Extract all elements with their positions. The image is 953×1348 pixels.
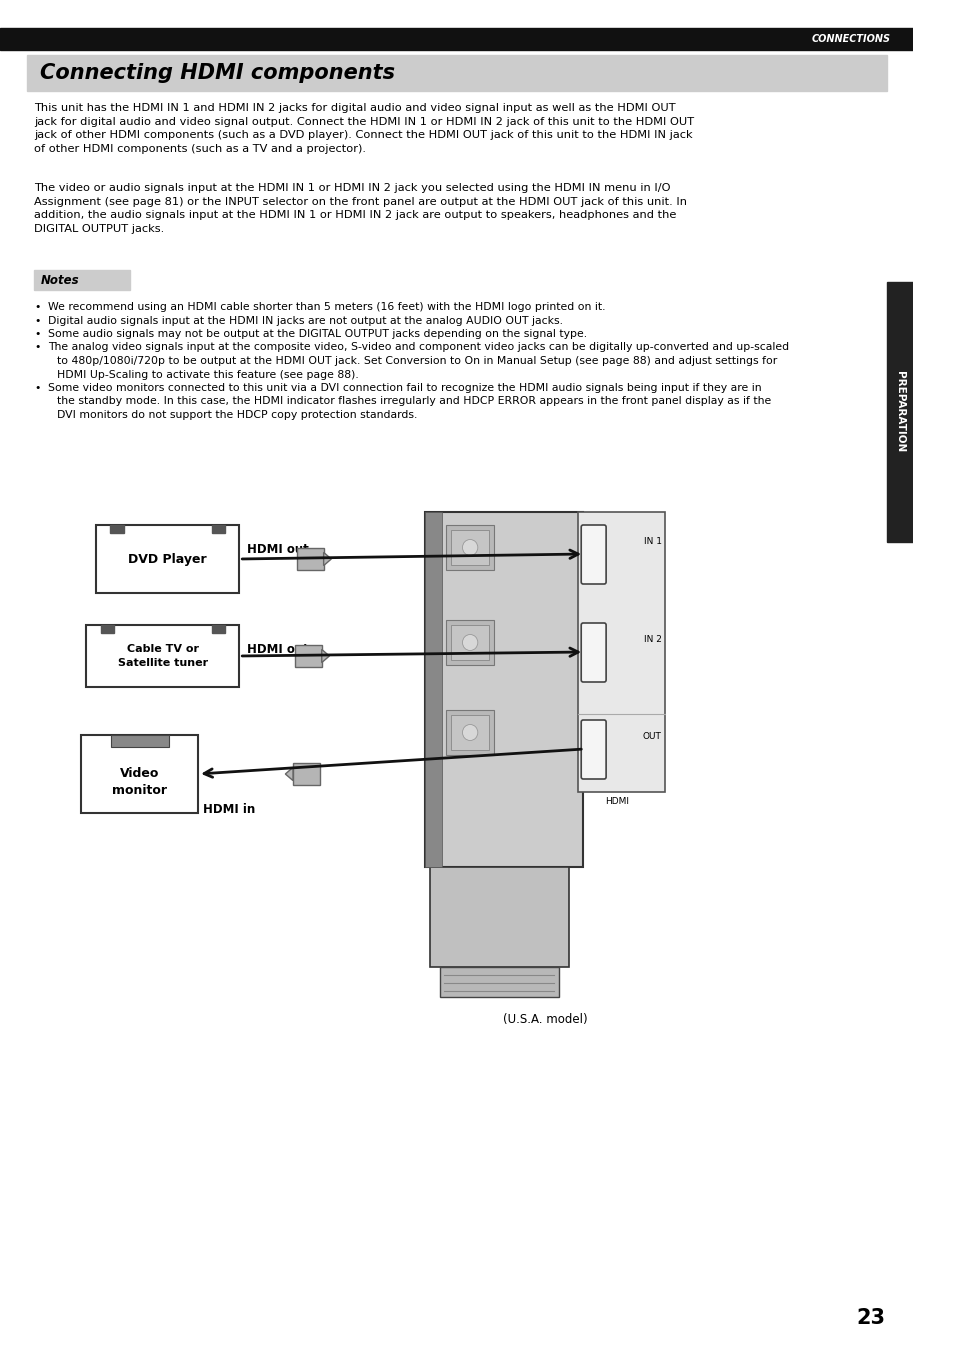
Text: PREPARATION: PREPARATION [894, 372, 904, 453]
Bar [27, 55, 885, 92]
Bar [451, 625, 489, 661]
Bar [95, 524, 239, 593]
Bar [296, 549, 323, 570]
Polygon shape [323, 553, 331, 566]
Text: Some audio signals may not be output at the DIGITAL OUTPUT jacks depending on th: Some audio signals may not be output at … [48, 329, 586, 338]
Bar [451, 714, 489, 749]
Text: CONNECTIONS: CONNECTIONS [811, 34, 889, 44]
Bar [578, 512, 664, 793]
Text: •: • [34, 383, 41, 394]
Text: HDMI in: HDMI in [203, 803, 255, 816]
Text: the standby mode. In this case, the HDMI indicator flashes irregularly and HDCP : the standby mode. In this case, the HDMI… [57, 396, 771, 407]
Text: IN 2: IN 2 [643, 635, 661, 644]
Text: HDMI out: HDMI out [247, 543, 309, 555]
Text: •: • [34, 315, 41, 325]
Bar [212, 625, 225, 634]
FancyBboxPatch shape [580, 524, 605, 584]
Bar [293, 763, 319, 785]
Bar [111, 735, 169, 747]
Text: HDMI out: HDMI out [247, 643, 309, 656]
Circle shape [462, 724, 477, 740]
Bar [100, 625, 113, 634]
Text: to 480p/1080i/720p to be output at the HDMI OUT jack. Set Conversion to On in Ma: to 480p/1080i/720p to be output at the H… [57, 356, 777, 367]
Text: Digital audio signals input at the HDMI IN jacks are not output at the analog AU: Digital audio signals input at the HDMI … [48, 315, 562, 325]
Bar [425, 512, 442, 867]
Polygon shape [321, 650, 329, 663]
Text: IN 1: IN 1 [643, 537, 661, 546]
Text: OUT: OUT [642, 732, 661, 741]
Text: The video or audio signals input at the HDMI IN 1 or HDMI IN 2 jack you selected: The video or audio signals input at the … [34, 183, 687, 233]
Bar [885, 282, 913, 542]
Text: 23: 23 [856, 1308, 885, 1328]
Text: Connecting HDMI components: Connecting HDMI components [40, 63, 395, 84]
Bar [446, 710, 494, 755]
Text: This unit has the HDMI IN 1 and HDMI IN 2 jacks for digital audio and video sign: This unit has the HDMI IN 1 and HDMI IN … [34, 102, 694, 154]
Bar [294, 644, 321, 667]
Text: DVD Player: DVD Player [128, 553, 207, 566]
Bar [81, 735, 198, 813]
Bar [430, 867, 568, 967]
Circle shape [462, 539, 477, 555]
Text: HDMI Up-Scaling to activate this feature (see page 88).: HDMI Up-Scaling to activate this feature… [57, 369, 359, 380]
Circle shape [462, 635, 477, 651]
Bar [451, 530, 489, 565]
Text: Notes: Notes [41, 274, 80, 287]
Bar [425, 512, 582, 867]
Bar [212, 524, 225, 532]
Text: •: • [34, 342, 41, 352]
Text: DVI monitors do not support the HDCP copy protection standards.: DVI monitors do not support the HDCP cop… [57, 410, 417, 421]
Text: Cable TV or
Satellite tuner: Cable TV or Satellite tuner [117, 644, 208, 667]
Polygon shape [285, 767, 293, 780]
Text: Some video monitors connected to this unit via a DVI connection fail to recogniz: Some video monitors connected to this un… [48, 383, 760, 394]
FancyBboxPatch shape [580, 720, 605, 779]
Text: We recommend using an HDMI cable shorter than 5 meters (16 feet) with the HDMI l: We recommend using an HDMI cable shorter… [48, 302, 605, 311]
Bar [446, 620, 494, 665]
Text: HDMI: HDMI [604, 797, 628, 806]
Bar [110, 524, 123, 532]
Text: The analog video signals input at the composite video, S-video and component vid: The analog video signals input at the co… [48, 342, 788, 352]
Text: Video
monitor: Video monitor [112, 767, 167, 797]
Text: •: • [34, 302, 41, 311]
Bar [0, 28, 913, 50]
Bar [446, 524, 494, 570]
Bar [86, 625, 239, 687]
Bar [34, 270, 131, 290]
Text: (U.S.A. model): (U.S.A. model) [502, 1012, 586, 1026]
Text: •: • [34, 329, 41, 338]
FancyBboxPatch shape [580, 623, 605, 682]
Bar [439, 967, 558, 998]
